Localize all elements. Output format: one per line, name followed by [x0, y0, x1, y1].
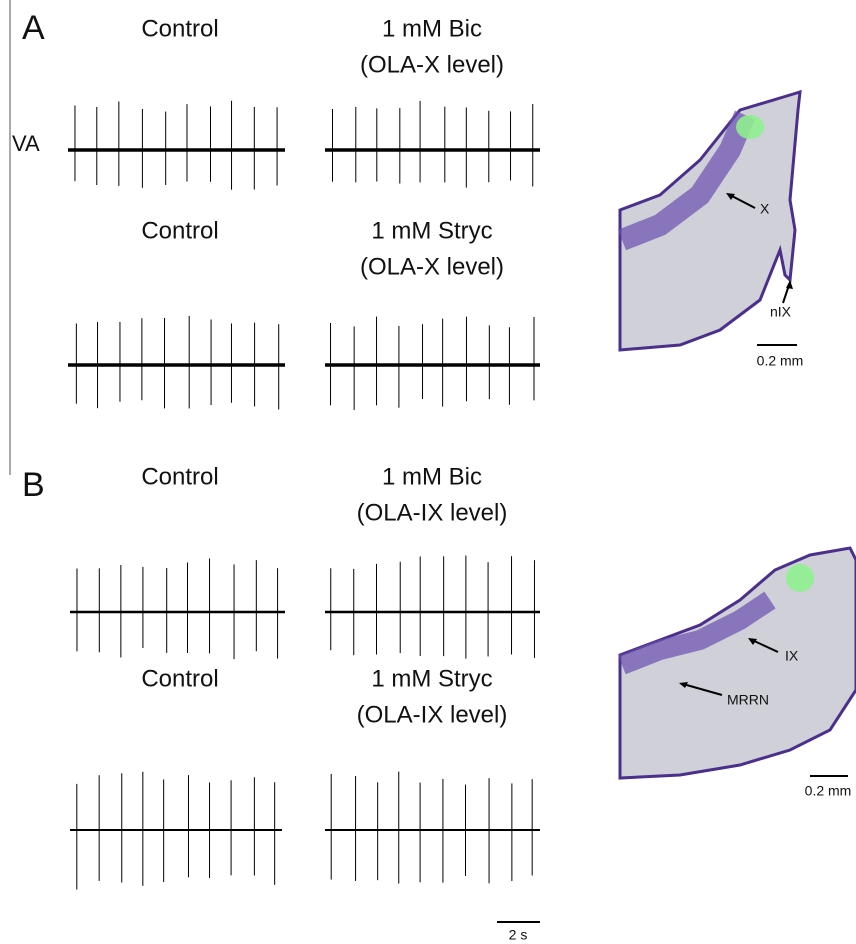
histology-a: [617, 89, 802, 352]
histology-label: X: [760, 201, 770, 217]
histology-label: MRRN: [727, 692, 769, 708]
panel-label: B: [22, 466, 45, 504]
trace-title: 1 mM Stryc: [371, 217, 492, 244]
trace-subtitle: (OLA-X level): [360, 51, 504, 78]
trace-subtitle: (OLA-X level): [360, 253, 504, 280]
trace: [70, 771, 282, 890]
trace: [325, 316, 540, 410]
trace-title: 1 mM Bic: [382, 15, 482, 42]
trace: [325, 555, 540, 659]
histology-label: nIX: [770, 304, 792, 320]
trace: [325, 771, 540, 884]
panel-label: A: [22, 9, 45, 47]
trace: [68, 100, 285, 190]
trace: [68, 315, 285, 410]
scale-label: 0.2 mm: [805, 783, 852, 799]
trace-title: Control: [141, 217, 218, 244]
trace: [70, 558, 285, 660]
trace-title: Control: [141, 463, 218, 490]
time-scale-label: 2 s: [509, 927, 528, 943]
scale-label: 0.2 mm: [757, 353, 804, 369]
histology-label: IX: [785, 648, 799, 664]
trace-title: Control: [141, 665, 218, 692]
trace-subtitle: (OLA-IX level): [357, 499, 508, 526]
trace: [325, 100, 540, 188]
trace-title: 1 mM Stryc: [371, 665, 492, 692]
histology-b: [618, 546, 856, 780]
trace-title: 1 mM Bic: [382, 463, 482, 490]
trace-subtitle: (OLA-IX level): [357, 701, 508, 728]
side-label: VA: [12, 131, 40, 156]
trace-title: Control: [141, 15, 218, 42]
